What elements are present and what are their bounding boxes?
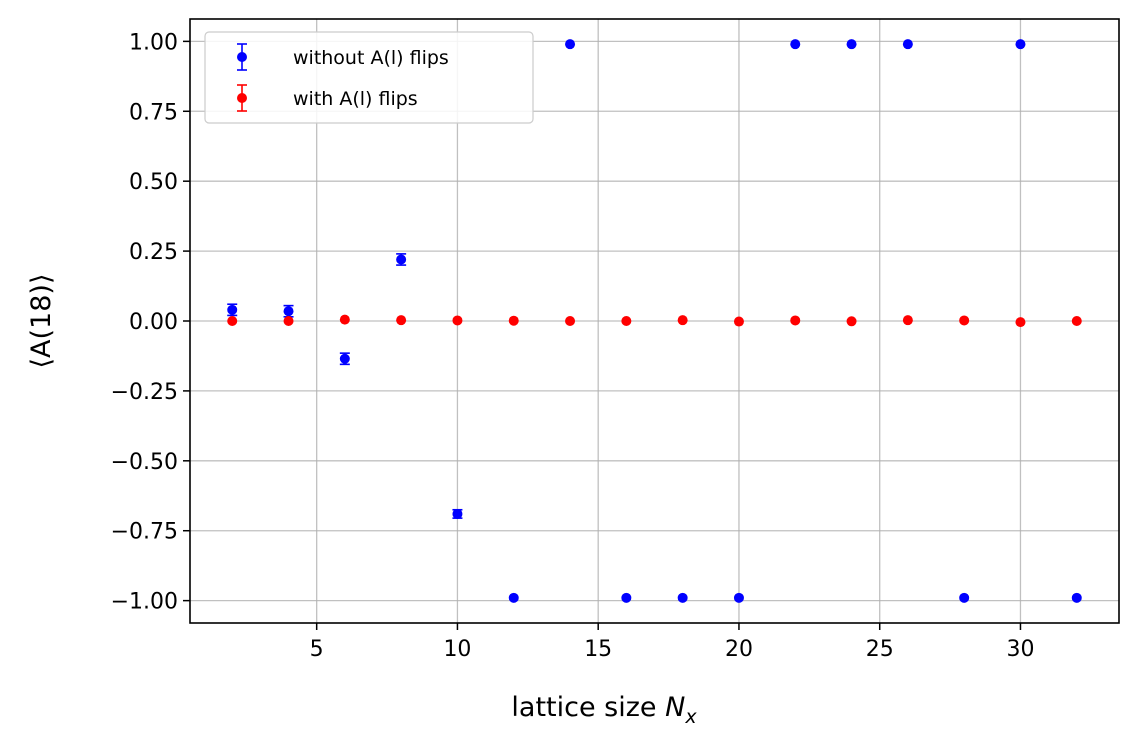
- x-tick-label: 10: [443, 637, 471, 662]
- data-point: [396, 315, 407, 326]
- data-point: [396, 254, 407, 265]
- y-axis-label: ⟨A(18)⟩: [26, 274, 57, 369]
- data-point: [1071, 592, 1082, 603]
- data-point: [227, 316, 238, 326]
- y-tick-label: 0.50: [129, 170, 178, 195]
- y-tick-label: −0.25: [111, 380, 178, 405]
- x-axis-label-sub: x: [684, 706, 697, 728]
- data-point: [339, 353, 350, 364]
- data-point: [733, 316, 744, 327]
- y-tick-label: 0.00: [129, 310, 178, 335]
- legend-entries: without A(l) flips with A(l) flips: [237, 43, 449, 112]
- x-axis-label-text: lattice size: [511, 692, 665, 723]
- data-point: [902, 39, 913, 50]
- data-point: [339, 314, 350, 325]
- data-point: [1015, 317, 1026, 328]
- data-point: [621, 316, 632, 326]
- legend-marker: [237, 52, 247, 62]
- x-tick-label: 15: [584, 637, 612, 662]
- y-tick-label: −1.00: [111, 590, 178, 615]
- data-point: [846, 316, 857, 327]
- data-point: [959, 592, 970, 603]
- x-tick-label: 30: [1006, 637, 1034, 662]
- data-point: [790, 39, 801, 50]
- x-tick-label: 20: [725, 637, 753, 662]
- series-group: [227, 39, 1082, 603]
- data-point: [677, 592, 688, 603]
- data-point: [902, 315, 913, 326]
- data-point: [733, 592, 744, 603]
- x-axis-label-var: N: [665, 692, 685, 723]
- legend-label: with A(l) flips: [293, 88, 418, 110]
- data-point: [452, 508, 463, 519]
- data-point: [508, 315, 519, 326]
- legend-marker: [237, 93, 247, 103]
- data-point: [227, 304, 238, 315]
- data-point: [283, 316, 294, 326]
- legend-box: [204, 31, 534, 124]
- data-point: [677, 315, 688, 326]
- data-point: [1015, 39, 1026, 50]
- x-axis-label: lattice size Nx: [511, 692, 697, 728]
- y-tick-label: −0.50: [111, 450, 178, 475]
- series-group: [227, 314, 1082, 328]
- legend: without A(l) flips with A(l) flips: [204, 31, 534, 124]
- y-tick-label: −0.75: [111, 520, 178, 545]
- data-point: [565, 39, 576, 50]
- data-point: [621, 592, 632, 603]
- data-layer: [227, 39, 1082, 603]
- y-tick-label: 1.00: [129, 30, 178, 55]
- x-tick-label: 5: [310, 637, 324, 662]
- data-point: [452, 315, 463, 326]
- legend-label: without A(l) flips: [293, 47, 449, 69]
- y-tick-label: 0.75: [129, 100, 178, 125]
- tick-layer: 5 10 15 20 25 30 1.00 0.75 0.50 0.25 0.00 −0.25 −0.5…: [111, 30, 1035, 662]
- data-point: [959, 315, 970, 326]
- y-tick-label: 0.25: [129, 240, 178, 265]
- x-tick-label: 25: [866, 637, 894, 662]
- data-point: [508, 592, 519, 603]
- data-point: [1071, 316, 1082, 326]
- data-point: [283, 306, 294, 317]
- data-point: [790, 315, 801, 326]
- data-point: [565, 316, 576, 326]
- data-point: [846, 39, 857, 50]
